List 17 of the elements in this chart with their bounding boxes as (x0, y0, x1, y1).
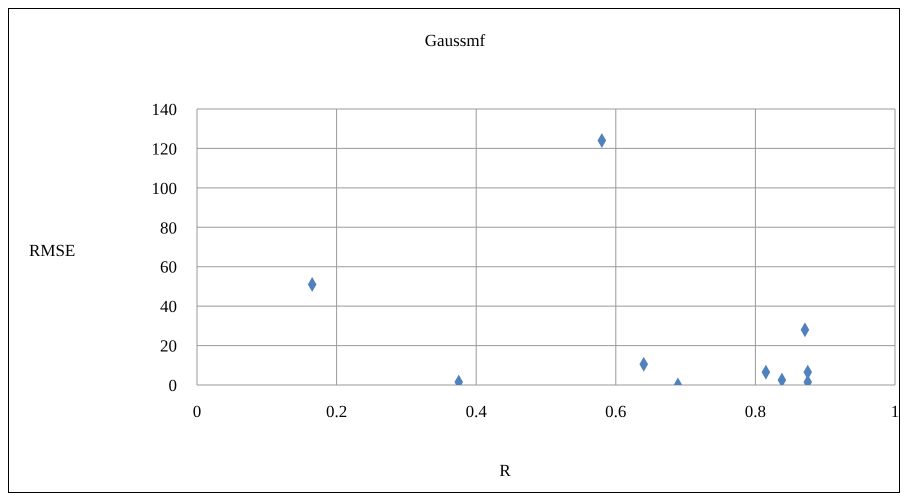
y-tick-label: 80 (160, 218, 177, 238)
chart-title: Gaussmf (424, 31, 486, 51)
y-tick-label: 120 (152, 139, 177, 158)
x-axis-title: R (498, 461, 512, 481)
x-tick-label: 0.6 (605, 402, 626, 422)
y-axis-title: RMSE (29, 241, 76, 261)
x-tick-label: 0 (192, 402, 202, 422)
y-tick-label: 0 (168, 376, 177, 396)
x-tick-label: 0.2 (326, 402, 348, 422)
x-tick-label: 0.4 (466, 402, 488, 422)
y-tick-label: 140 (152, 100, 177, 120)
y-tick-label: 100 (152, 178, 177, 198)
x-tick-label: 0.8 (744, 402, 766, 422)
x-tick-label: 1 (890, 402, 900, 422)
y-tick-label: 60 (160, 258, 177, 277)
y-tick-label: 40 (160, 297, 177, 316)
y-tick-label: 20 (160, 336, 177, 356)
